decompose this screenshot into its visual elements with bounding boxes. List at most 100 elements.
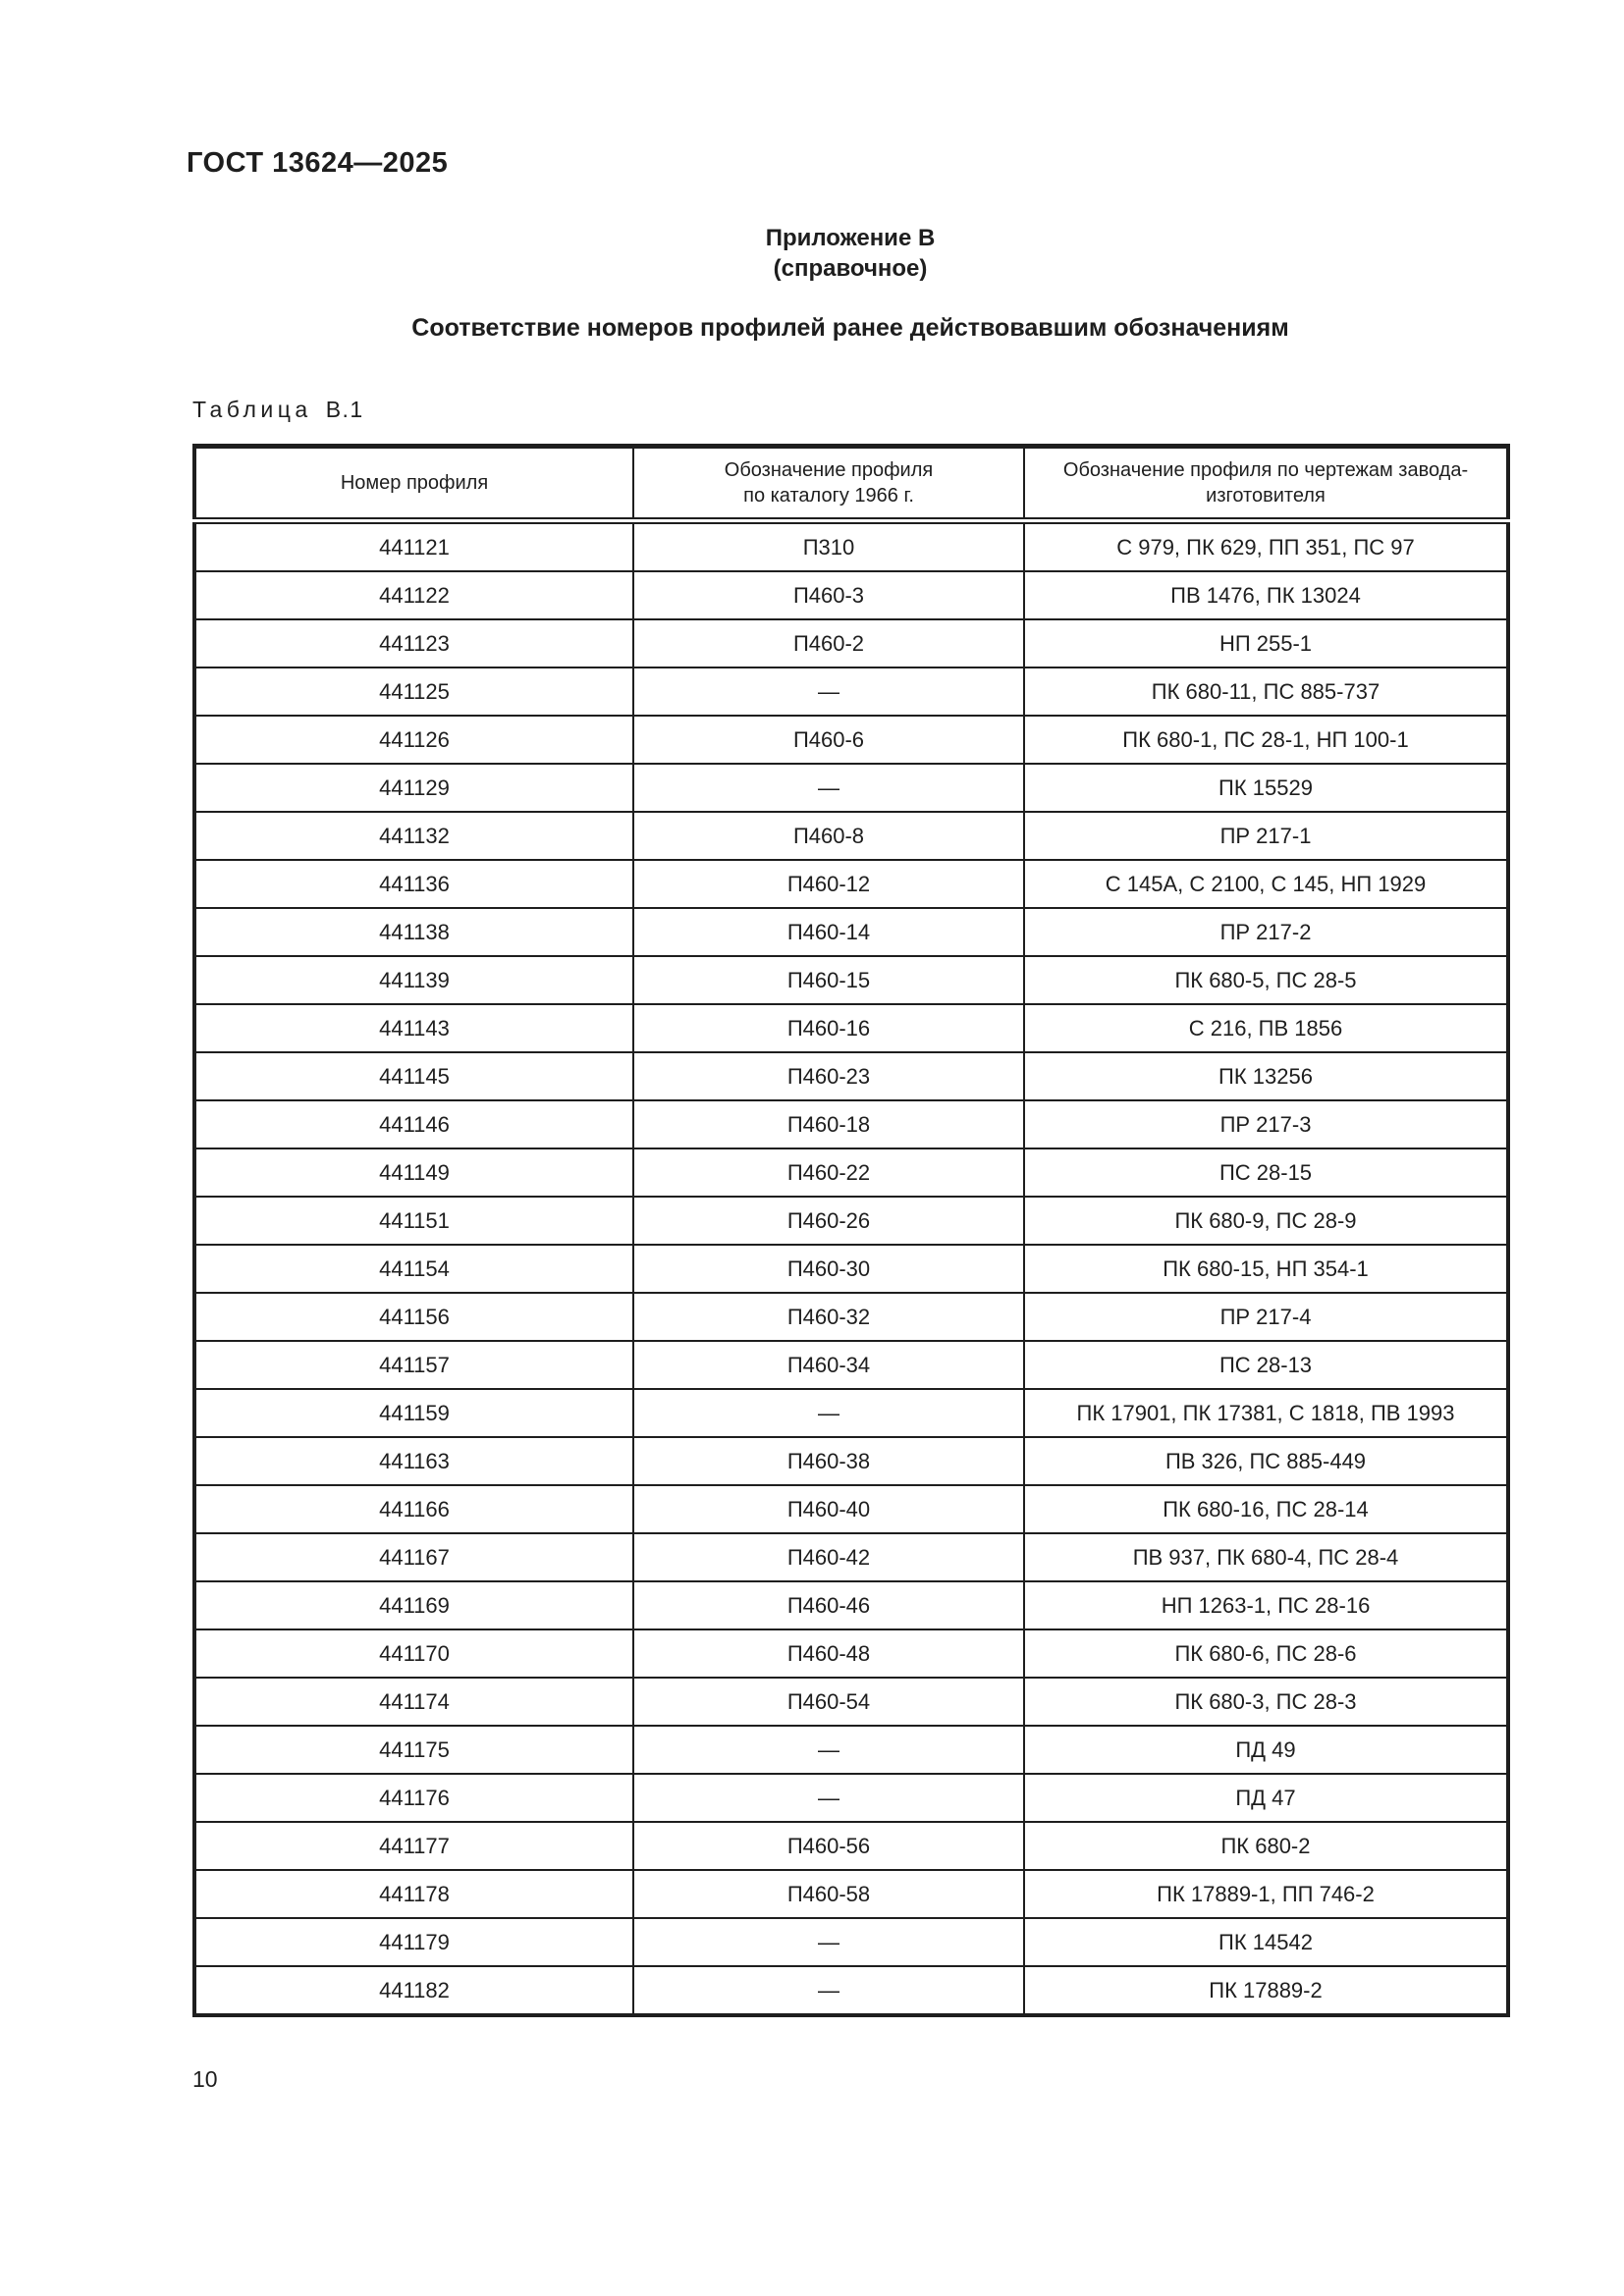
cell-factory-drawings: ПК 680-1, ПС 28-1, НП 100-1 xyxy=(1023,715,1509,765)
cell-factory-drawings: ПК 15529 xyxy=(1023,763,1509,813)
appendix-block: Приложение В (справочное) xyxy=(192,223,1508,284)
cell-catalog-1966: П460-6 xyxy=(632,715,1025,765)
cell-factory-drawings: ПР 217-1 xyxy=(1023,811,1509,861)
cell-factory-drawings: ПК 680-2 xyxy=(1023,1821,1509,1871)
cell-factory-drawings: ПВ 1476, ПК 13024 xyxy=(1023,570,1509,620)
cell-profile-number: 441178 xyxy=(193,1869,634,1919)
cell-profile-number: 441174 xyxy=(193,1677,634,1727)
cell-profile-number: 441136 xyxy=(193,859,634,909)
table-label-number: В.1 xyxy=(325,397,364,422)
cell-catalog-1966: П460-48 xyxy=(632,1629,1025,1679)
cell-catalog-1966: П460-42 xyxy=(632,1532,1025,1582)
section-title: Соответствие номеров профилей ранее дейс… xyxy=(411,314,1289,342)
table-row: 441146 П460-18 ПР 217-3 xyxy=(193,1099,1509,1149)
cell-catalog-1966: П460-23 xyxy=(632,1051,1025,1101)
cell-profile-number: 441138 xyxy=(193,907,634,957)
table-row: 441177 П460-56 ПК 680-2 xyxy=(193,1821,1509,1871)
table-row: 441125— ПК 680-11, ПС 885-737 xyxy=(193,667,1509,717)
cell-factory-drawings: С 145А, С 2100, С 145, НП 1929 xyxy=(1023,859,1509,909)
table-row: 441169 П460-46 НП 1263-1, ПС 28-16 xyxy=(193,1580,1509,1630)
cell-profile-number: 441129 xyxy=(193,763,634,813)
cell-profile-number: 441177 xyxy=(193,1821,634,1871)
cell-catalog-1966: П460-16 xyxy=(632,1003,1025,1053)
cell-factory-drawings: ПР 217-3 xyxy=(1023,1099,1509,1149)
cell-factory-drawings: ПК 680-9, ПС 28-9 xyxy=(1023,1196,1509,1246)
cell-profile-number: 441159 xyxy=(193,1388,634,1438)
cell-catalog-1966: — xyxy=(632,763,1025,813)
cell-catalog-1966: П310 xyxy=(632,519,1025,572)
cell-profile-number: 441176 xyxy=(193,1773,634,1823)
cell-catalog-1966: П460-56 xyxy=(632,1821,1025,1871)
table-row: 441159— ПК 17901, ПК 17381, С 1818, ПВ 19… xyxy=(193,1388,1509,1438)
cell-profile-number: 441132 xyxy=(193,811,634,861)
table-row: 441154 П460-30 ПК 680-15, НП 354-1 xyxy=(193,1244,1509,1294)
cell-profile-number: 441123 xyxy=(193,618,634,668)
column-header-factory-drawings: Обозначение профиля по чертежам завода- … xyxy=(1023,445,1509,524)
table-row: 441129— ПК 15529 xyxy=(193,763,1509,813)
cell-catalog-1966: П460-18 xyxy=(632,1099,1025,1149)
cell-profile-number: 441151 xyxy=(193,1196,634,1246)
cell-catalog-1966: — xyxy=(632,1388,1025,1438)
table-row: 441174 П460-54 ПК 680-3, ПС 28-3 xyxy=(193,1677,1509,1727)
cell-factory-drawings: ПР 217-2 xyxy=(1023,907,1509,957)
cell-catalog-1966: П460-54 xyxy=(632,1677,1025,1727)
cell-factory-drawings: ПК 17889-2 xyxy=(1023,1965,1509,2016)
cell-catalog-1966: П460-38 xyxy=(632,1436,1025,1486)
cell-factory-drawings: С 216, ПВ 1856 xyxy=(1023,1003,1509,1053)
cell-catalog-1966: П460-40 xyxy=(632,1484,1025,1534)
cell-profile-number: 441121 xyxy=(193,519,634,572)
cell-catalog-1966: П460-15 xyxy=(632,955,1025,1005)
cell-factory-drawings: ПК 14542 xyxy=(1023,1917,1509,1967)
cell-profile-number: 441126 xyxy=(193,715,634,765)
cell-profile-number: 441149 xyxy=(193,1148,634,1198)
cell-catalog-1966: П460-12 xyxy=(632,859,1025,909)
table-header: Номер профиля Обозначение профиля по кат… xyxy=(193,445,1509,524)
table-row: 441156 П460-32 ПР 217-4 xyxy=(193,1292,1509,1342)
table-row: 441167 П460-42 ПВ 937, ПК 680-4, ПС 28-4 xyxy=(193,1532,1509,1582)
table-row: 441136 П460-12 С 145А, С 2100, С 145, НП 1… xyxy=(193,859,1509,909)
cell-factory-drawings: ПК 13256 xyxy=(1023,1051,1509,1101)
cell-profile-number: 441146 xyxy=(193,1099,634,1149)
cell-factory-drawings: ПК 680-11, ПС 885-737 xyxy=(1023,667,1509,717)
table-row: 441139 П460-15 ПК 680-5, ПС 28-5 xyxy=(193,955,1509,1005)
column-header-catalog-1966: Обозначение профиля по каталогу 1966 г. xyxy=(632,445,1025,524)
cell-profile-number: 441154 xyxy=(193,1244,634,1294)
cell-catalog-1966: П460-30 xyxy=(632,1244,1025,1294)
cell-catalog-1966: П460-22 xyxy=(632,1148,1025,1198)
cell-factory-drawings: ПК 17889-1, ПП 746-2 xyxy=(1023,1869,1509,1919)
table-row: 441132 П460-8 ПР 217-1 xyxy=(193,811,1509,861)
cell-catalog-1966: П460-58 xyxy=(632,1869,1025,1919)
cell-factory-drawings: ПД 49 xyxy=(1023,1725,1509,1775)
cell-factory-drawings: С 979, ПК 629, ПП 351, ПС 97 xyxy=(1023,519,1509,572)
cell-catalog-1966: — xyxy=(632,1965,1025,2016)
table-label: Таблица В.1 xyxy=(192,397,364,423)
table-row: 441176— ПД 47 xyxy=(193,1773,1509,1823)
table-row: 441178 П460-58 ПК 17889-1, ПП 746-2 xyxy=(193,1869,1509,1919)
cell-catalog-1966: — xyxy=(632,667,1025,717)
cell-factory-drawings: НП 1263-1, ПС 28-16 xyxy=(1023,1580,1509,1630)
table-row: 441123 П460-2 НП 255-1 xyxy=(193,618,1509,668)
cell-catalog-1966: — xyxy=(632,1773,1025,1823)
cell-factory-drawings: ПВ 937, ПК 680-4, ПС 28-4 xyxy=(1023,1532,1509,1582)
cell-factory-drawings: ПС 28-15 xyxy=(1023,1148,1509,1198)
table-row: 441149 П460-22 ПС 28-15 xyxy=(193,1148,1509,1198)
cell-profile-number: 441139 xyxy=(193,955,634,1005)
table-row: 441151 П460-26 ПК 680-9, ПС 28-9 xyxy=(193,1196,1509,1246)
cell-profile-number: 441182 xyxy=(193,1965,634,2016)
cell-catalog-1966: П460-2 xyxy=(632,618,1025,668)
doc-number: ГОСТ 13624—2025 xyxy=(187,147,449,179)
table-header-row: Номер профиля Обозначение профиля по кат… xyxy=(193,445,1509,524)
appendix-label: Приложение В xyxy=(765,225,936,251)
cell-catalog-1966: П460-3 xyxy=(632,570,1025,620)
table-row: 441145 П460-23 ПК 13256 xyxy=(193,1051,1509,1101)
cell-factory-drawings: ПК 680-3, ПС 28-3 xyxy=(1023,1677,1509,1727)
cell-catalog-1966: П460-8 xyxy=(632,811,1025,861)
table-row: 441157 П460-34 ПС 28-13 xyxy=(193,1340,1509,1390)
cell-catalog-1966: — xyxy=(632,1725,1025,1775)
cell-profile-number: 441156 xyxy=(193,1292,634,1342)
table-row: 441122 П460-3 ПВ 1476, ПК 13024 xyxy=(193,570,1509,620)
cell-profile-number: 441143 xyxy=(193,1003,634,1053)
cell-profile-number: 441122 xyxy=(193,570,634,620)
appendix-kind: (справочное) xyxy=(773,255,928,282)
profiles-table: Номер профиля Обозначение профиля по кат… xyxy=(192,444,1510,2017)
